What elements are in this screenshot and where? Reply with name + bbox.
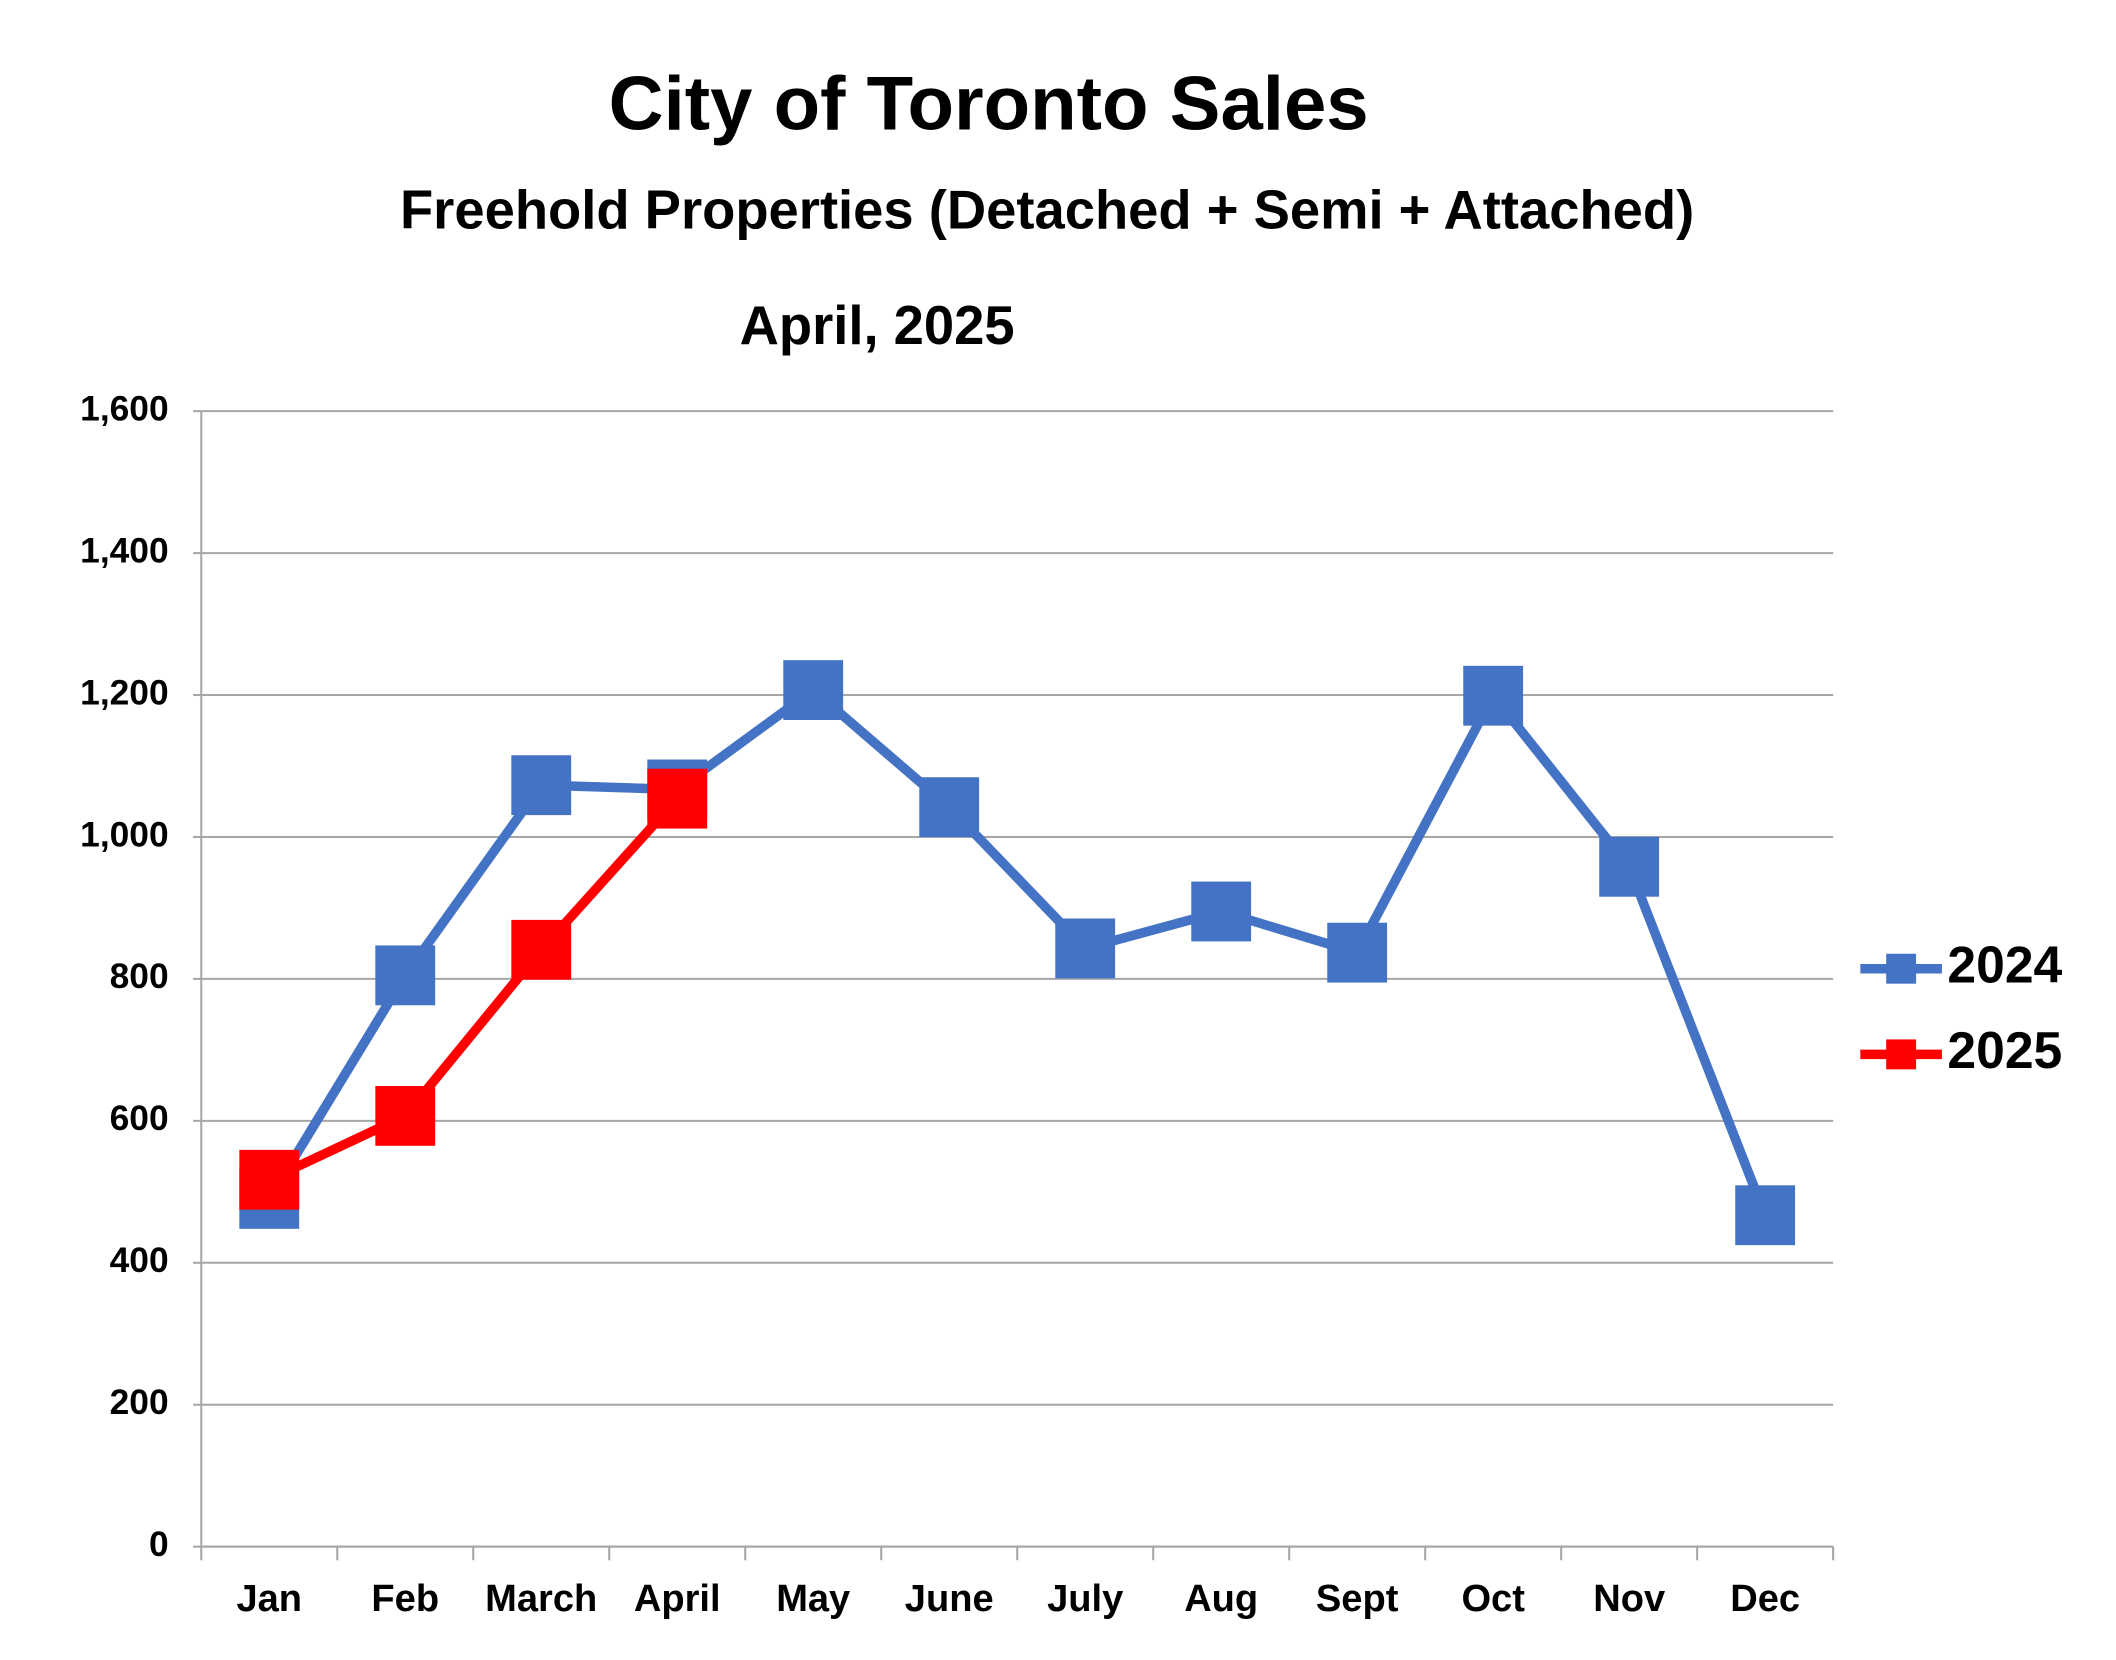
x-tick-label: Feb xyxy=(371,1578,439,1620)
x-tick-label: July xyxy=(1047,1578,1123,1620)
chart-subtitle: Freehold Properties (Detached + Semi + A… xyxy=(400,179,1694,240)
x-tick-label: Dec xyxy=(1730,1578,1800,1620)
legend-label: 2024 xyxy=(1947,935,2062,993)
y-tick-label: 1,400 xyxy=(80,531,168,570)
data-marker xyxy=(1191,881,1252,942)
data-marker xyxy=(783,660,844,720)
x-tick-label: March xyxy=(485,1578,597,1620)
legend-label: 2025 xyxy=(1947,1021,2062,1079)
data-marker xyxy=(511,919,572,980)
x-tick-label: Nov xyxy=(1593,1578,1665,1620)
series-line xyxy=(267,795,681,1185)
legend-marker xyxy=(1886,1039,1917,1070)
y-tick-label: 0 xyxy=(149,1525,169,1564)
series-line xyxy=(265,685,1770,1217)
y-tick-label: 400 xyxy=(110,1241,169,1280)
data-marker xyxy=(919,777,980,838)
data-marker xyxy=(1463,665,1524,726)
data-marker xyxy=(1599,836,1660,897)
x-tick-label: Sept xyxy=(1316,1578,1399,1620)
data-marker xyxy=(1735,1185,1796,1246)
chart-annotation: April, 2025 xyxy=(740,295,1015,356)
y-tick-label: 1,600 xyxy=(80,389,168,428)
data-marker xyxy=(1055,918,1116,979)
x-tick-label: May xyxy=(776,1578,850,1620)
y-tick-label: 800 xyxy=(110,957,169,996)
x-tick-label: Jan xyxy=(236,1578,302,1620)
data-marker xyxy=(239,1149,300,1210)
data-marker xyxy=(375,945,436,1006)
data-marker xyxy=(647,768,708,829)
x-tick-label: Oct xyxy=(1461,1578,1525,1620)
y-tick-label: 1,000 xyxy=(80,815,168,854)
y-tick-label: 200 xyxy=(110,1383,169,1422)
data-marker xyxy=(1327,922,1388,983)
chart-title: City of Toronto Sales xyxy=(609,61,1369,146)
legend-marker xyxy=(1886,953,1917,984)
x-tick-label: June xyxy=(905,1578,994,1620)
x-tick-label: April xyxy=(634,1578,721,1620)
x-tick-label: Aug xyxy=(1184,1578,1258,1620)
data-marker xyxy=(375,1085,436,1146)
y-tick-label: 600 xyxy=(110,1099,169,1138)
y-tick-label: 1,200 xyxy=(80,673,168,712)
data-marker xyxy=(511,755,572,816)
